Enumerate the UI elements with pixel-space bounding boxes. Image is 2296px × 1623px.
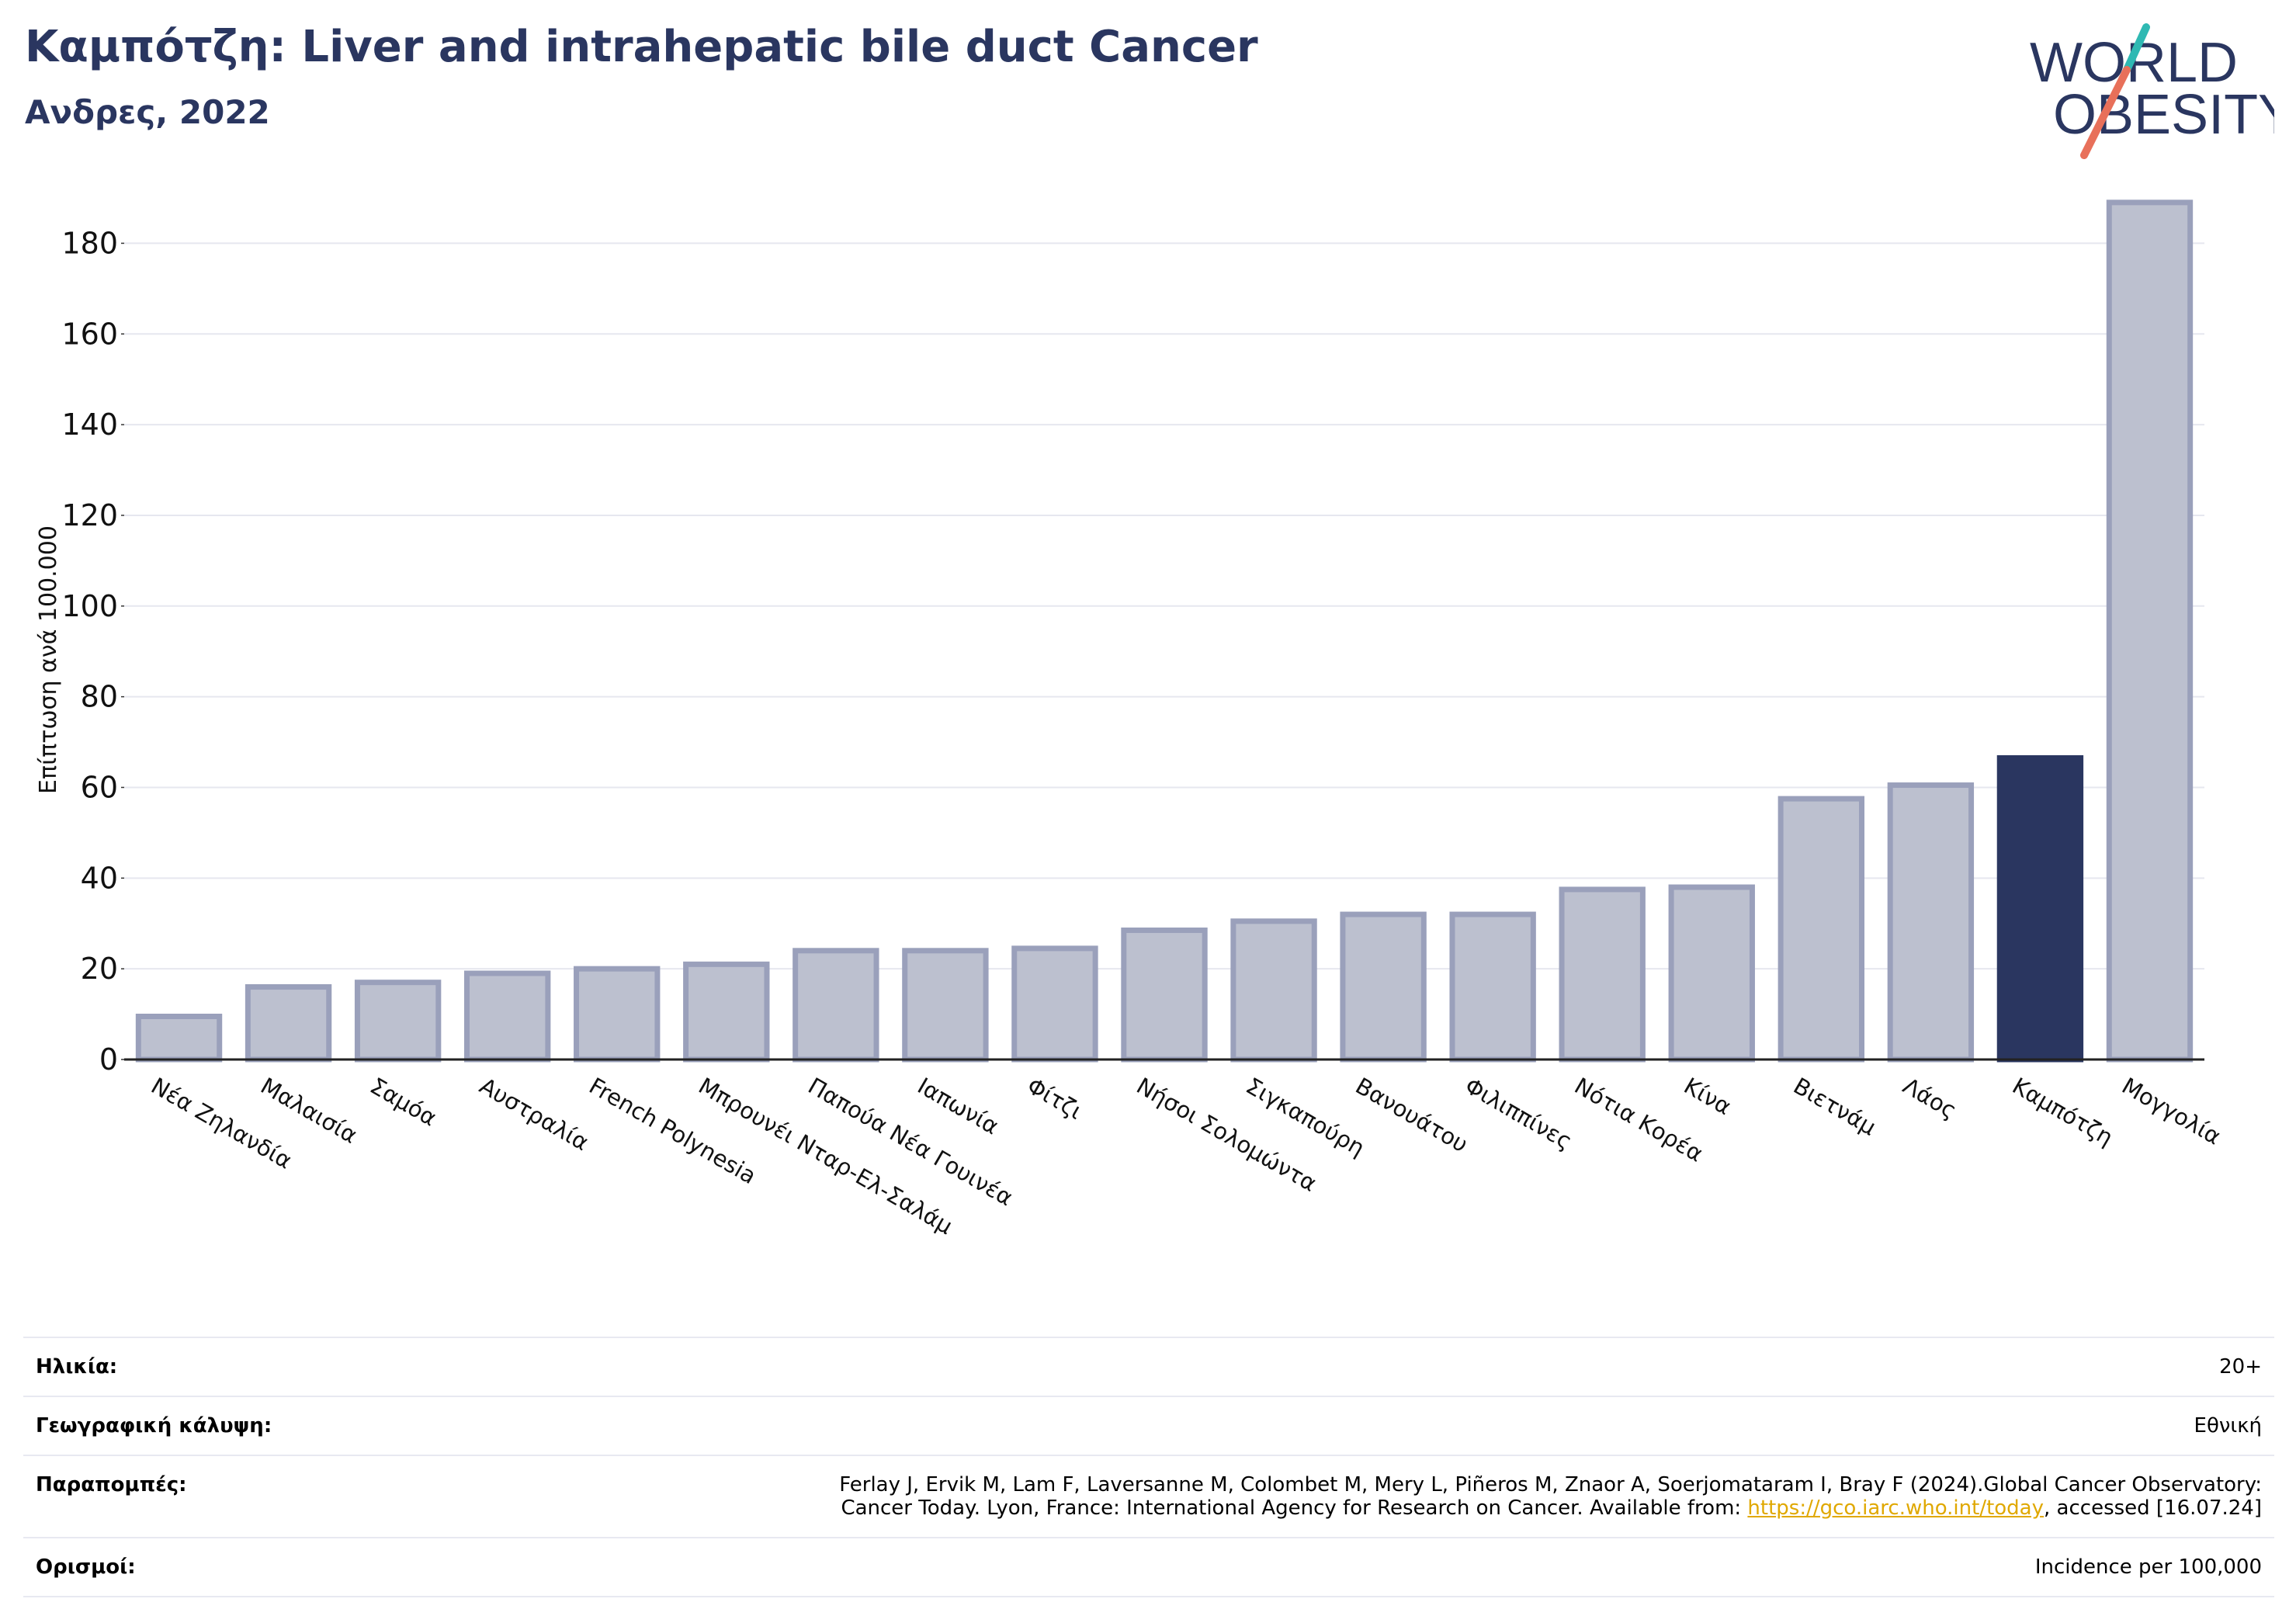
- reference-text: Cancer Today. Lyon, France: Internationa…: [841, 1496, 1748, 1520]
- bar: [1011, 945, 1098, 1063]
- x-tick-label: Βανουάτου: [1351, 1073, 1472, 1158]
- footer-table: Ηλικία: 20+ Γεωγραφική κάλυψη: Εθνική Πα…: [23, 1337, 2274, 1597]
- y-tick-label: 80: [81, 680, 118, 714]
- bar: [1887, 782, 1975, 1063]
- reference-line-2: Cancer Today. Lyon, France: Internationa…: [567, 1496, 2262, 1520]
- bar: [2106, 199, 2194, 1063]
- footer-value-coverage: Εθνική: [2194, 1414, 2262, 1437]
- footer-row-age: Ηλικία: 20+: [23, 1337, 2274, 1396]
- x-tick-label: Λάος: [1899, 1073, 1961, 1124]
- x-tick-label: Φιλιππίνες: [1461, 1073, 1577, 1155]
- footer-row-definitions: Ορισμοί: Incidence per 100,000: [23, 1537, 2274, 1597]
- y-tick-label: 40: [81, 861, 118, 895]
- bar: [1996, 755, 2084, 1063]
- reference-link[interactable]: https://gco.iarc.who.int/today: [1747, 1496, 2045, 1520]
- x-tick-label: Ιαπωνία: [913, 1073, 1003, 1140]
- bar: [135, 1014, 223, 1063]
- bar: [463, 970, 551, 1063]
- logo-slash-coral: [2080, 66, 2131, 159]
- bar: [574, 966, 661, 1063]
- x-tick-label: Καμπότζη: [2008, 1073, 2117, 1151]
- footer-label-coverage: Γεωγραφική κάλυψη:: [36, 1414, 272, 1437]
- bar: [354, 980, 442, 1063]
- footer-label-age: Ηλικία:: [36, 1355, 118, 1379]
- bar-chart: 0 20 40 60 80 100 120 140 160 180 Επίπτωση ανά 100…: [35, 199, 2225, 1240]
- bar: [1777, 796, 1865, 1063]
- x-tick-label: Φίτζι: [1022, 1073, 1087, 1125]
- y-tick-label: 100: [61, 589, 118, 623]
- reference-line-1: Ferlay J, Ervik M, Lam F, Laversanne M, …: [839, 1473, 2262, 1496]
- world-obesity-logo: WORLD OBESITY: [2030, 23, 2274, 159]
- chart-subtitle: Ανδρες, 2022: [25, 93, 270, 131]
- bar: [1668, 884, 1755, 1063]
- bar: [1121, 928, 1208, 1063]
- x-tick-label: Μογγολία: [2117, 1073, 2225, 1150]
- y-tick-label: 20: [81, 952, 118, 986]
- bar: [683, 961, 770, 1063]
- y-tick-label: 160: [61, 317, 118, 351]
- bar: [1340, 911, 1427, 1063]
- y-axis-label: Επίπτωση ανά 100.000: [35, 525, 62, 794]
- footer-value-age: 20+: [2219, 1355, 2262, 1379]
- footer-value-definitions: Incidence per 100,000: [2034, 1555, 2262, 1579]
- footer-label-references: Παραπομπές:: [36, 1473, 187, 1496]
- y-tick-label: 140: [61, 407, 118, 442]
- bar: [793, 948, 879, 1063]
- footer-row-coverage: Γεωγραφική κάλυψη: Εθνική: [23, 1396, 2274, 1455]
- y-tick-label: 60: [81, 770, 118, 804]
- footer-label-definitions: Ορισμοί:: [36, 1555, 136, 1579]
- y-tick-label: 180: [61, 226, 118, 260]
- y-tick-label: 0: [99, 1042, 118, 1077]
- x-tick-label: Σαμόα: [366, 1073, 441, 1132]
- bar: [1559, 886, 1646, 1063]
- x-tick-label: Νήσοι Σολομώντα: [1132, 1073, 1322, 1197]
- footer-value-references: Ferlay J, Ervik M, Lam F, Laversanne M, …: [567, 1473, 2274, 1520]
- bar: [1230, 918, 1317, 1063]
- reference-accessed: , accessed [16.07.24]: [2044, 1496, 2262, 1520]
- bar: [245, 984, 332, 1063]
- x-tick-label: Βιετνάμ: [1789, 1073, 1881, 1141]
- x-tick-label: Κίνα: [1680, 1073, 1736, 1121]
- logo-slash-teal: [2123, 23, 2150, 74]
- footer-row-references: Παραπομπές: Ferlay J, Ervik M, Lam F, La…: [23, 1455, 2274, 1537]
- chart-title: Καμπότζη: Liver and intrahepatic bile du…: [25, 22, 1258, 72]
- x-tick-label: Αυστραλία: [475, 1073, 593, 1156]
- bar: [902, 948, 989, 1063]
- bar: [1449, 911, 1536, 1063]
- y-tick-label: 120: [61, 498, 118, 532]
